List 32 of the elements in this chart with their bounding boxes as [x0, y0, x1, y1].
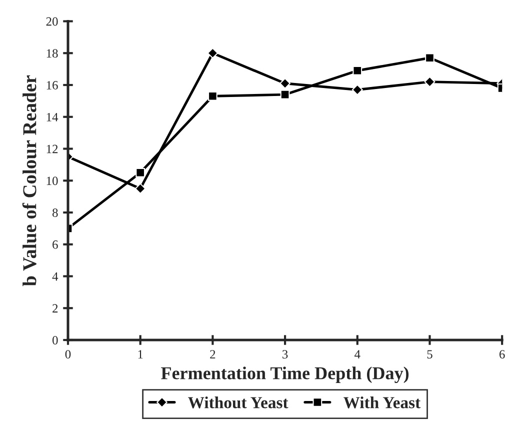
point — [352, 66, 362, 76]
y-tick-label: 10 — [46, 176, 58, 186]
x-tick-label: 0 — [65, 350, 71, 359]
x-axis-title: Fermentation Time Depth (Day) — [161, 366, 409, 384]
y-tick-label: 0 — [52, 336, 58, 344]
x-tick-label: 6 — [499, 350, 505, 359]
x-tick-label: 1 — [138, 350, 143, 358]
y-axis-title: b Value of Colour Reader — [22, 75, 36, 286]
x-tick-label: 5 — [427, 350, 432, 359]
point — [424, 76, 436, 88]
point — [425, 53, 434, 63]
y-tick-label: 12 — [46, 144, 58, 154]
point — [280, 90, 290, 100]
legend-label: With Yeast — [344, 396, 421, 408]
y-tick-label: 6 — [52, 240, 58, 249]
y-tick-label: 14 — [46, 112, 58, 122]
x-tick-label: 3 — [282, 350, 288, 359]
point — [136, 168, 146, 178]
point — [207, 48, 218, 59]
y-tick-label: 8 — [52, 208, 58, 217]
y-tick-label: 2 — [52, 304, 58, 312]
y-tick-label: 16 — [46, 81, 58, 90]
legend-label: Without Yeast — [188, 396, 288, 408]
point — [134, 183, 146, 194]
y-tick-label: 18 — [46, 49, 58, 58]
point — [280, 78, 290, 89]
y-tick-label: 4 — [52, 272, 58, 281]
point — [208, 91, 218, 101]
point — [352, 84, 363, 96]
y-tick-label: 20 — [46, 17, 58, 26]
x-tick-label: 4 — [354, 350, 360, 358]
x-tick-label: 2 — [210, 350, 216, 358]
